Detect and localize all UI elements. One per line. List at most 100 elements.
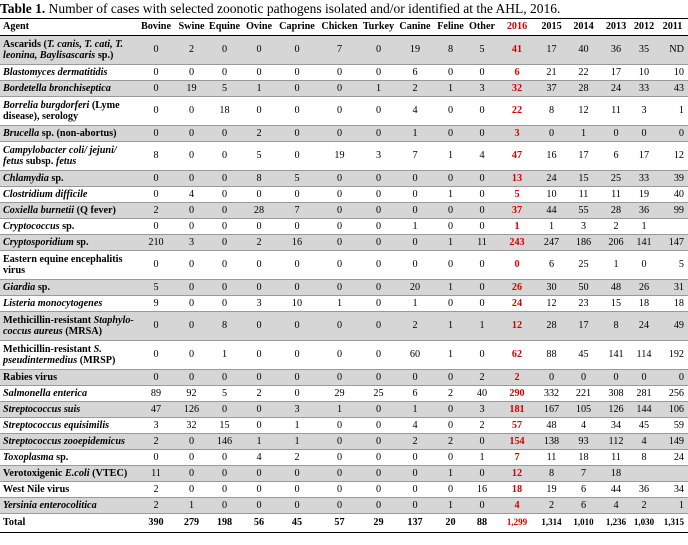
agent-name: Eastern equine encephalitis virus — [0, 250, 136, 280]
cell-year: 88 — [537, 340, 566, 370]
cell-year: 24 — [657, 449, 688, 466]
cell-year: 308 — [601, 385, 631, 402]
cell-year: 11 — [601, 96, 631, 126]
cell-year — [631, 465, 657, 482]
cell-year: 21 — [537, 64, 566, 81]
cell-count: 92 — [176, 385, 207, 402]
cell-count: 47 — [136, 401, 176, 418]
table-row: Methicillin-resistant Staphylo-coccus au… — [0, 311, 688, 341]
cell-count: 0 — [361, 497, 396, 514]
agent-name: Cryptococcus sp. — [0, 218, 136, 235]
cell-year: 25 — [601, 170, 631, 187]
cell-count: 0 — [361, 295, 396, 312]
cell-count: 0 — [467, 279, 497, 296]
cell-count: 8 — [207, 311, 242, 341]
cell-count: 0 — [361, 96, 396, 126]
cell-count: 0 — [176, 295, 207, 312]
cell-count: 0 — [467, 465, 497, 482]
cell-year: 17 — [537, 35, 566, 65]
table-row: Cryptococcus sp. 0 0 0 0 0 0 0 1 0 0 1 1 3 2 1 — [0, 218, 688, 235]
table-row: Rabies virus 0 0 0 0 0 0 0 0 0 2 2 0 0 0 0 0 — [0, 369, 688, 386]
agent-name: Methicillin-resistant S. pseudintermediu… — [0, 340, 136, 370]
cell-count: 0 — [242, 250, 276, 280]
cell-year: 25 — [566, 250, 601, 280]
cell-year: 12 — [657, 141, 688, 171]
cell-year: 0 — [657, 369, 688, 386]
cell-year: 18 — [601, 465, 631, 482]
cell-count: 25 — [361, 385, 396, 402]
total-year: 1,010 — [566, 513, 601, 533]
cell-count: 4 — [396, 96, 434, 126]
cell-2016: 5 — [497, 186, 537, 203]
cell-count: 0 — [361, 125, 396, 142]
cell-year: 99 — [657, 202, 688, 219]
cell-count: 0 — [318, 186, 361, 203]
cell-2016: 243 — [497, 234, 537, 251]
cell-count: 1 — [396, 125, 434, 142]
cell-count: 0 — [176, 96, 207, 126]
cell-year: 40 — [566, 35, 601, 65]
cell-count: 0 — [136, 64, 176, 81]
cell-year: 149 — [657, 433, 688, 450]
cell-2016: 1 — [497, 218, 537, 235]
cell-count: 0 — [176, 311, 207, 341]
cell-count: 0 — [136, 449, 176, 466]
cell-count: 0 — [318, 449, 361, 466]
header-bovine: Bovine — [136, 18, 176, 36]
cell-count: 0 — [467, 64, 497, 81]
cell-count: 5 — [136, 279, 176, 296]
agent-name: Methicillin-resistant Staphylo-coccus au… — [0, 311, 136, 341]
header-equine: Equine — [207, 18, 242, 36]
cell-count: 0 — [207, 64, 242, 81]
cell-year: 49 — [657, 311, 688, 341]
cell-count: 0 — [136, 170, 176, 187]
cell-year: 16 — [537, 141, 566, 171]
cell-count: 2 — [136, 433, 176, 450]
cell-count: 28 — [242, 202, 276, 219]
header-2015: 2015 — [537, 18, 566, 36]
cell-year: 6 — [566, 481, 601, 498]
cell-count: 0 — [467, 433, 497, 450]
cell-count: 2 — [434, 433, 467, 450]
cell-count: 0 — [136, 186, 176, 203]
cell-count: 0 — [361, 433, 396, 450]
cell-year: 45 — [631, 417, 657, 434]
cell-count: 0 — [276, 141, 318, 171]
cell-count: 0 — [136, 35, 176, 65]
cell-count: 1 — [361, 80, 396, 97]
cell-year: 167 — [537, 401, 566, 418]
table-row: Clostridium difficile 0 4 0 0 0 0 0 0 1 0 5 10 11 11 19… — [0, 186, 688, 203]
agent-name: Yersinia enterocolitica — [0, 497, 136, 514]
cell-count: 2 — [242, 125, 276, 142]
cell-count: 2 — [434, 385, 467, 402]
cell-count: 0 — [361, 186, 396, 203]
cell-count: 1 — [434, 311, 467, 341]
cell-count: 32 — [176, 417, 207, 434]
cell-year: 8 — [537, 96, 566, 126]
cell-count: 0 — [242, 311, 276, 341]
cell-year: 0 — [566, 369, 601, 386]
cell-count: 1 — [434, 141, 467, 171]
cell-year: 138 — [537, 433, 566, 450]
cell-count: 1 — [467, 449, 497, 466]
cell-year: 33 — [631, 80, 657, 97]
cell-count: 0 — [318, 96, 361, 126]
cell-count: 146 — [207, 433, 242, 450]
cell-count: 0 — [242, 186, 276, 203]
cell-year: 8 — [631, 449, 657, 466]
cell-count: 0 — [434, 202, 467, 219]
cell-count: 0 — [434, 401, 467, 418]
table-row: Listeria monocytogenes 9 0 0 3 10 1 0 1 0 0 24 12 23 1… — [0, 295, 688, 312]
cell-count: 2 — [396, 433, 434, 450]
cell-count: 0 — [434, 295, 467, 312]
cell-year: 18 — [657, 295, 688, 312]
cell-count: 0 — [361, 250, 396, 280]
cell-count: 0 — [434, 369, 467, 386]
cell-count: 16 — [467, 481, 497, 498]
cell-count: 0 — [276, 64, 318, 81]
agent-name: Verotoxigenic E.coli (VTEC) — [0, 465, 136, 482]
cell-count: 0 — [434, 218, 467, 235]
cell-year: 0 — [537, 369, 566, 386]
cell-count: 0 — [207, 202, 242, 219]
agent-name: Borrelia burgdorferi (Lyme disease), ser… — [0, 96, 136, 126]
